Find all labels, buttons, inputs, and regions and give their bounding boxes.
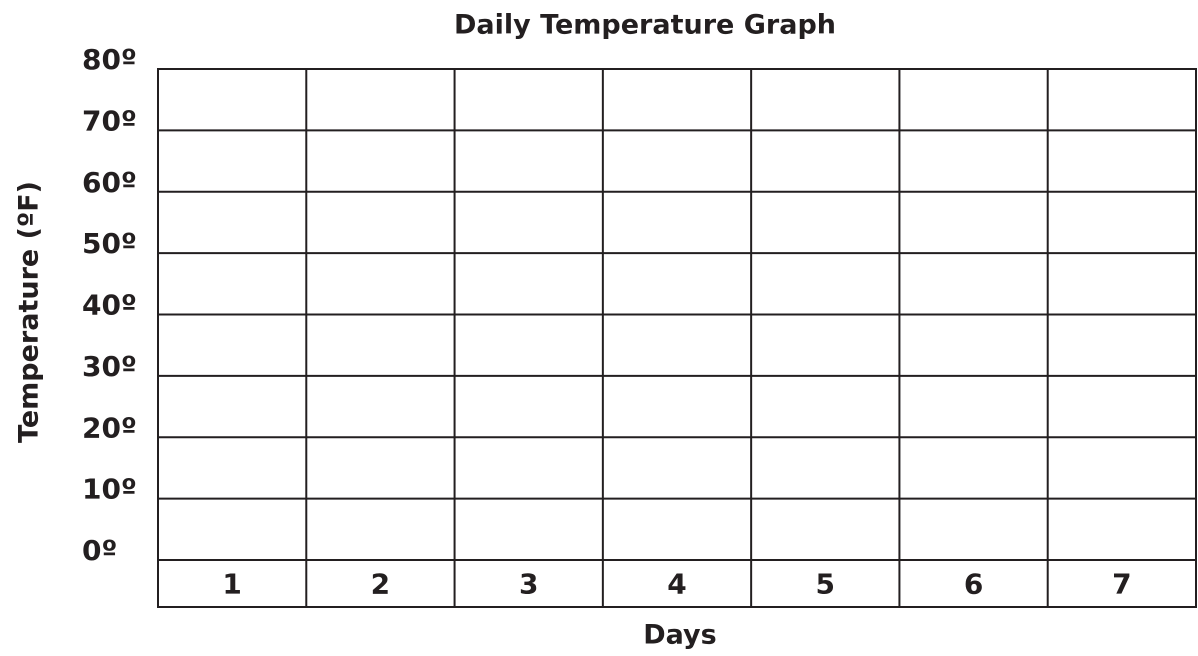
chart-title: Daily Temperature Graph <box>454 10 836 41</box>
y-tick-label: 20º <box>82 411 137 444</box>
x-tick-label: 2 <box>371 568 390 601</box>
y-tick-label: 50º <box>82 227 137 260</box>
x-tick-label: 3 <box>519 568 538 601</box>
x-tick-label: 4 <box>667 568 686 601</box>
x-tick-label: 7 <box>1112 568 1131 601</box>
y-tick-label: 70º <box>82 104 137 137</box>
y-tick-label: 30º <box>82 350 137 383</box>
x-tick-label: 1 <box>222 568 241 601</box>
y-tick-label: 0º <box>82 534 117 567</box>
y-tick-label: 60º <box>82 166 137 199</box>
y-axis-label: Temperature (ºF) <box>14 181 45 443</box>
y-tick-label: 80º <box>82 43 137 76</box>
x-axis-label: Days <box>643 620 716 651</box>
x-tick-label: 6 <box>964 568 983 601</box>
y-tick-label: 40º <box>82 289 137 322</box>
y-tick-label: 10º <box>82 473 137 506</box>
x-tick-label: 5 <box>816 568 835 601</box>
